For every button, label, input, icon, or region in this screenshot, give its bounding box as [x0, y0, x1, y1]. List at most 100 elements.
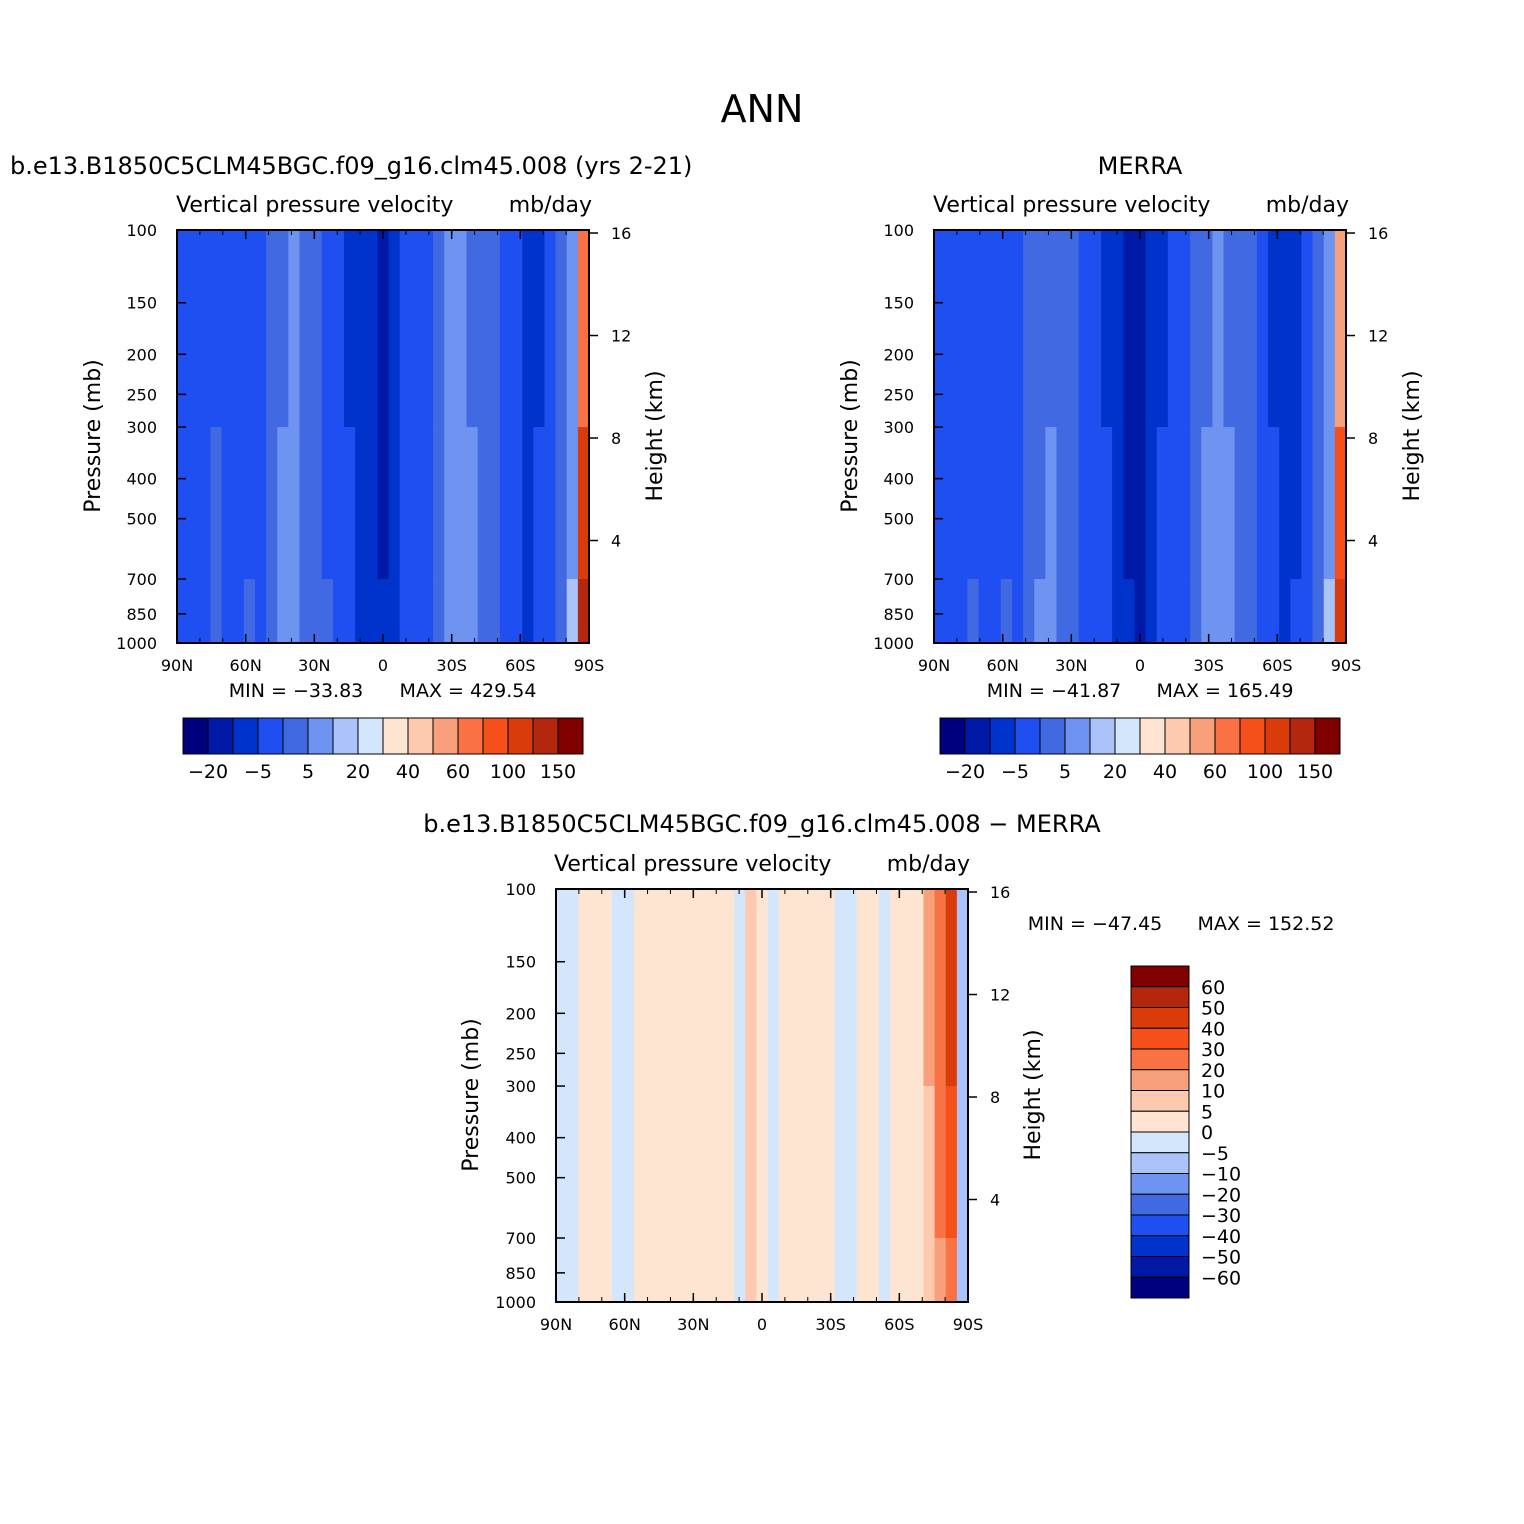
- field-cell: [1000, 427, 1013, 580]
- field-cell: [622, 1238, 635, 1303]
- colorbar-box: [182, 717, 209, 755]
- colorbar-label: 50: [1201, 998, 1225, 1020]
- field-cell: [611, 1086, 624, 1239]
- panel-diff-axes: 90N 60N 30N 0 30S 60S 90S 100 150 200 250 300 400 500…: [495, 880, 1010, 1334]
- field-cell: [633, 1238, 646, 1303]
- colorbar-box: [1130, 1090, 1190, 1112]
- panel-model-field: [177, 230, 590, 644]
- colorbar-box: [257, 717, 284, 755]
- y2-tick-label: 4: [611, 532, 621, 551]
- colorbar-box: [1214, 717, 1241, 755]
- field-cell: [923, 889, 936, 1087]
- field-cell: [1178, 230, 1191, 428]
- y-tick-label: 150: [505, 953, 536, 972]
- field-cell: [1201, 230, 1213, 428]
- field-cell: [1201, 579, 1213, 644]
- field-cell: [288, 427, 301, 580]
- field-cell: [1178, 427, 1191, 580]
- field-cell: [332, 579, 345, 644]
- field-cell: [700, 889, 713, 1087]
- field-cell: [210, 230, 223, 428]
- field-cell: [645, 1086, 657, 1239]
- field-cell: [1156, 230, 1169, 428]
- field-cell: [399, 427, 412, 580]
- colorbar-box: [1264, 717, 1291, 755]
- field-cell: [800, 889, 813, 1087]
- field-cell: [499, 230, 512, 428]
- field-cell: [1089, 427, 1102, 580]
- colorbar-box: [1289, 717, 1316, 755]
- field-cell: [1334, 579, 1347, 644]
- field-cell: [344, 579, 356, 644]
- colorbar-label: −50: [1201, 1247, 1241, 1269]
- field-cell: [1312, 427, 1325, 580]
- field-cell: [1067, 427, 1080, 580]
- field-cell: [221, 427, 234, 580]
- field-cell: [845, 1238, 858, 1303]
- field-cell: [556, 889, 568, 1087]
- field-cell: [1178, 579, 1191, 644]
- y2-tick-label: 16: [1368, 224, 1388, 243]
- field-cell: [834, 1086, 847, 1239]
- panel-obs-axes: 90N 60N 30N 0 30S 60S 90S 100 150 200 250 300 400 500…: [873, 221, 1388, 675]
- field-cell: [1334, 230, 1347, 428]
- field-cell: [934, 579, 946, 644]
- panel-model-ylabel: Pressure (mb): [81, 359, 106, 513]
- field-cell: [1089, 230, 1102, 428]
- panel-obs-colorbar: −20 −5 5 20 40 60 100 150: [939, 717, 1341, 783]
- colorbar-box: [1164, 717, 1191, 755]
- field-cell: [533, 579, 546, 644]
- field-cell: [1056, 230, 1069, 428]
- field-cell: [711, 1086, 724, 1239]
- field-cell: [956, 230, 969, 428]
- field-cell: [989, 427, 1002, 580]
- field-cell: [756, 1238, 769, 1303]
- field-cell: [967, 427, 980, 580]
- field-cell: [1268, 579, 1280, 644]
- field-cell: [1034, 427, 1046, 580]
- field-cell: [934, 427, 946, 580]
- field-cell: [555, 427, 568, 580]
- field-cell: [645, 1238, 657, 1303]
- field-cell: [188, 579, 200, 644]
- panel-diff-subtitle-right: mb/day: [887, 852, 970, 877]
- colorbar-box: [1039, 717, 1066, 755]
- field-cell: [1312, 579, 1325, 644]
- field-cell: [266, 427, 278, 580]
- panel-diff-subtitle-left: Vertical pressure velocity: [554, 852, 831, 877]
- field-cell: [421, 427, 434, 580]
- field-cell: [912, 1086, 925, 1239]
- panel-obs-subtitle-right: mb/day: [1266, 193, 1349, 218]
- field-cell: [956, 1086, 969, 1239]
- field-cell: [689, 1086, 702, 1239]
- y-tick-label: 300: [883, 418, 914, 437]
- field-cell: [1034, 579, 1046, 644]
- field-cell: [633, 1086, 646, 1239]
- x-tick-label: 30S: [436, 656, 467, 675]
- field-cell: [232, 579, 245, 644]
- field-cell: [711, 889, 724, 1087]
- field-cell: [1123, 579, 1136, 644]
- field-cell: [945, 1086, 958, 1239]
- colorbar-label: −40: [1201, 1226, 1241, 1248]
- y-tick-label: 200: [126, 345, 157, 364]
- x-tick-label: 30S: [815, 1315, 846, 1334]
- colorbar-box: [1130, 1007, 1190, 1029]
- colorbar-box: [1130, 1131, 1190, 1154]
- field-cell: [734, 889, 746, 1087]
- field-cell: [577, 230, 590, 428]
- field-cell: [1011, 427, 1024, 580]
- panel-diff-max: MAX = 152.52: [1198, 913, 1335, 935]
- field-cell: [622, 1086, 635, 1239]
- field-cell: [344, 427, 356, 580]
- x-tick-label: 0: [757, 1315, 767, 1334]
- colorbar-label: 150: [540, 761, 576, 783]
- field-cell: [1078, 579, 1091, 644]
- field-cell: [823, 889, 835, 1087]
- field-cell: [789, 1238, 802, 1303]
- field-cell: [488, 230, 501, 428]
- colorbar-label: 60: [1203, 761, 1227, 783]
- field-cell: [566, 427, 579, 580]
- field-cell: [332, 427, 345, 580]
